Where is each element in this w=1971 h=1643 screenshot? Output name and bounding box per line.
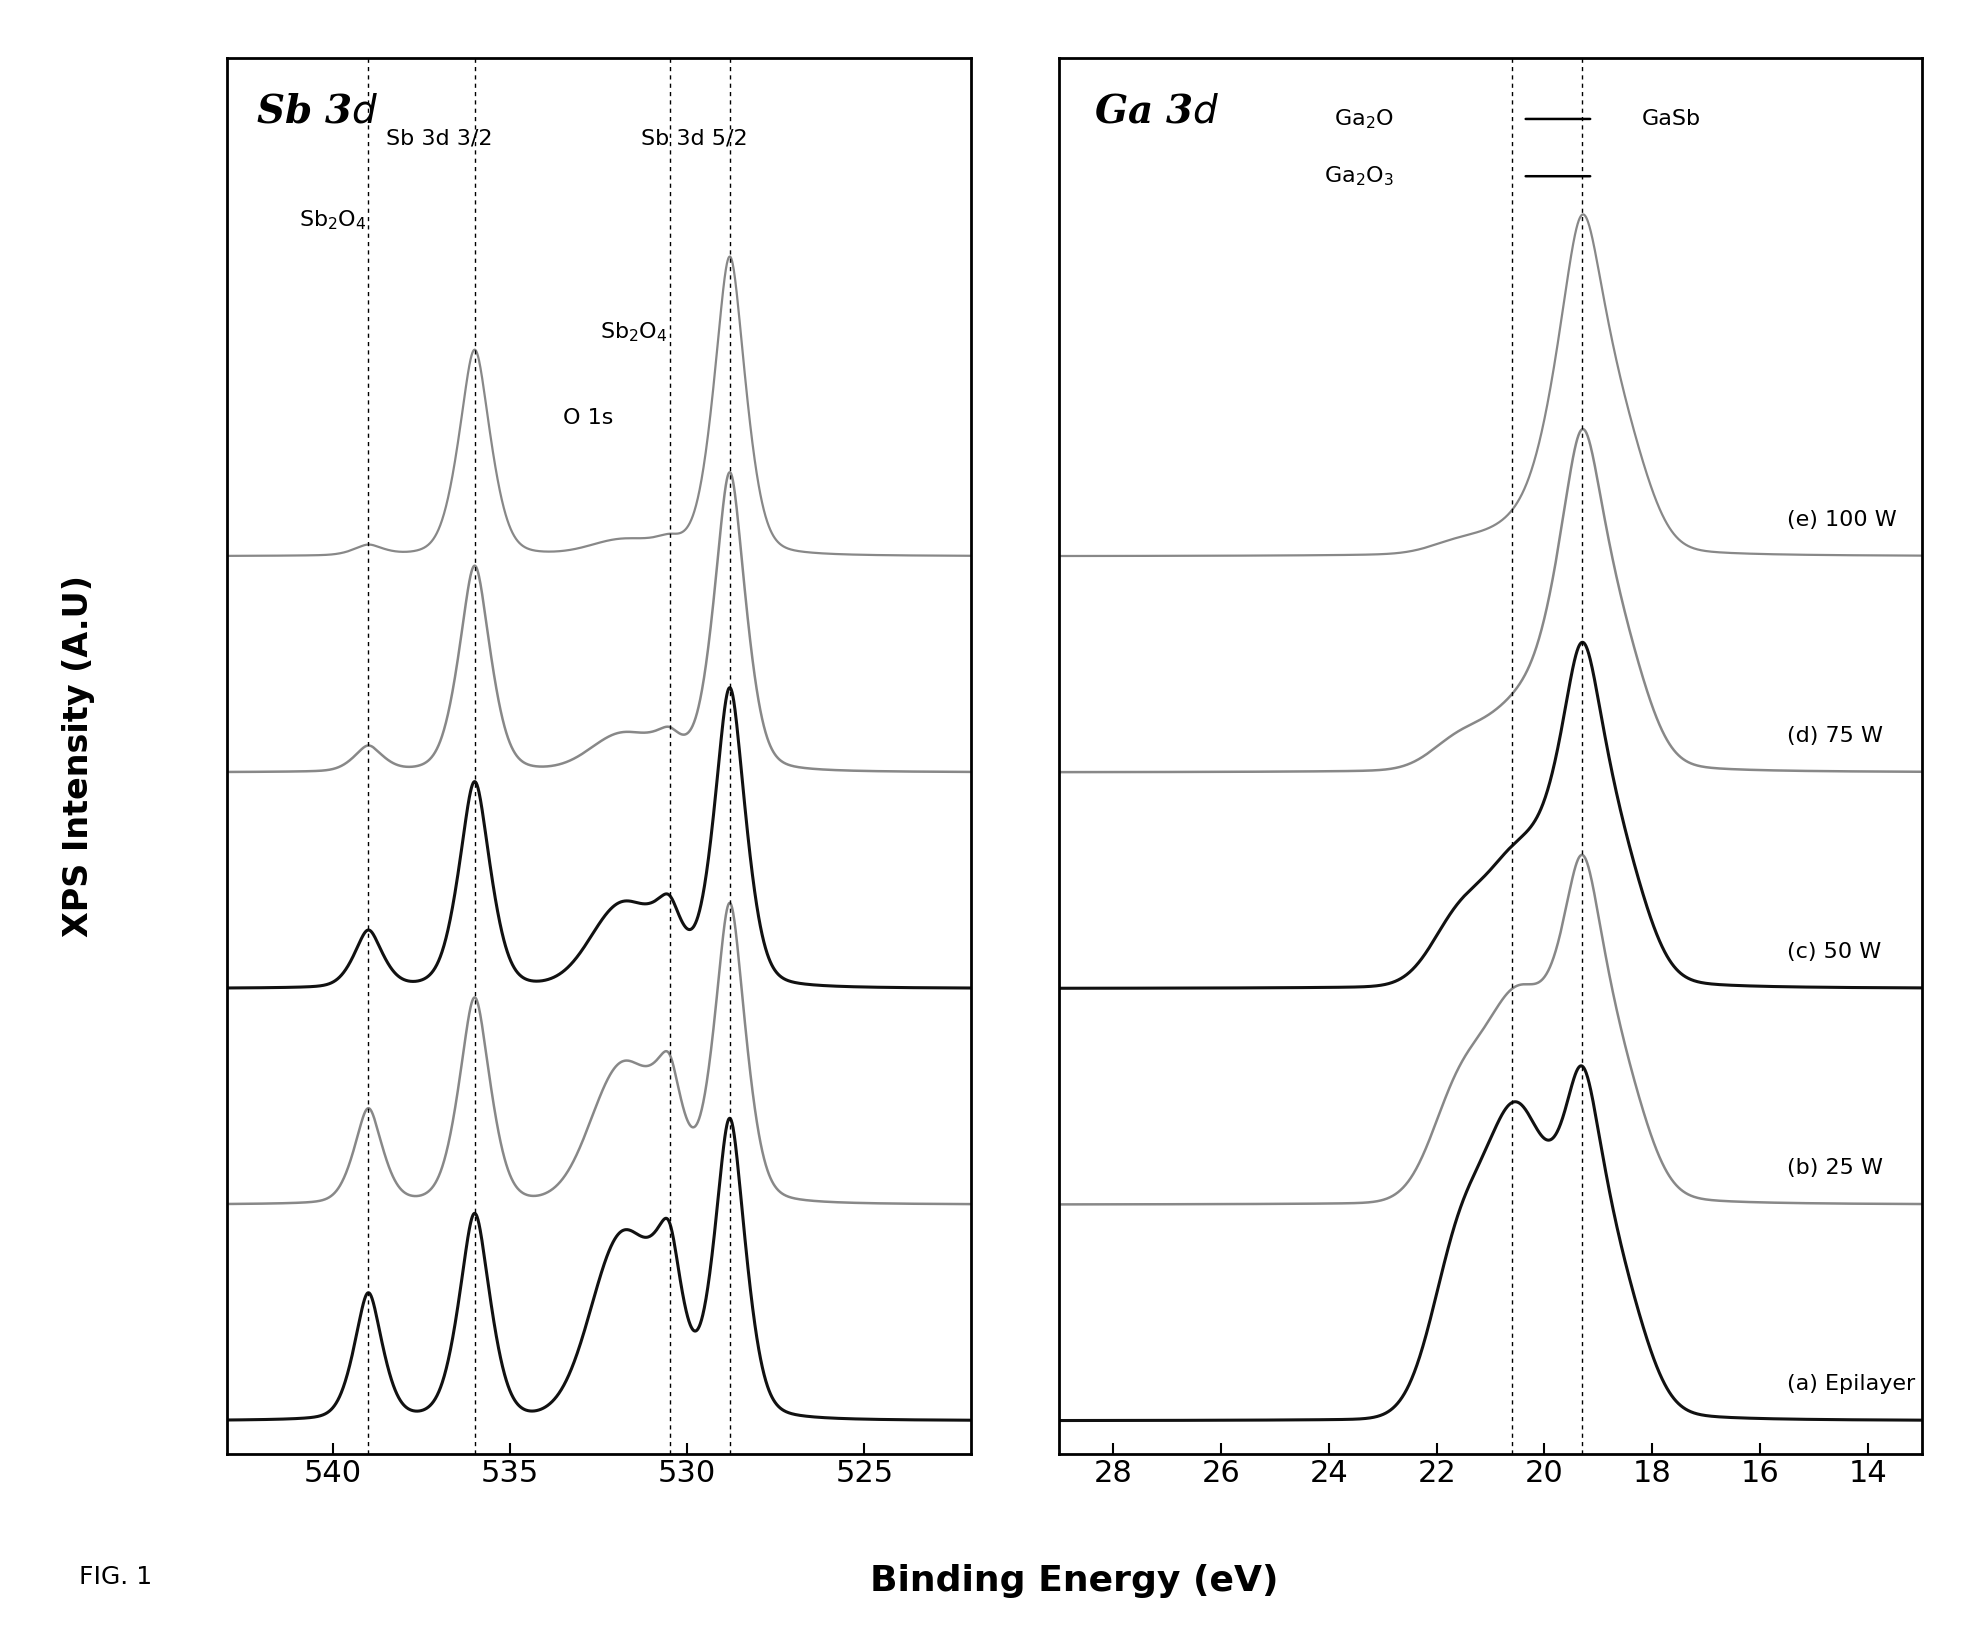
Text: (b) 25 W: (b) 25 W [1788,1158,1882,1178]
Text: Binding Energy (eV): Binding Energy (eV) [869,1564,1279,1597]
Text: O 1s: O 1s [564,407,613,427]
Text: Sb 3$d$: Sb 3$d$ [256,92,378,130]
Text: XPS Intensity (A.U): XPS Intensity (A.U) [63,575,95,937]
Text: (c) 50 W: (c) 50 W [1788,941,1880,961]
Text: FIG. 1: FIG. 1 [79,1566,152,1589]
Text: Sb$_2$O$_4$: Sb$_2$O$_4$ [300,209,367,232]
Text: Ga$_2$O: Ga$_2$O [1334,107,1393,131]
Text: Ga 3$d$: Ga 3$d$ [1094,92,1220,130]
Text: Sb$_2$O$_4$: Sb$_2$O$_4$ [601,320,668,343]
Text: (d) 75 W: (d) 75 W [1788,726,1882,746]
Text: Sb 3d 3/2: Sb 3d 3/2 [386,128,493,148]
Text: Sb 3d 5/2: Sb 3d 5/2 [641,128,747,148]
Text: Ga$_2$O$_3$: Ga$_2$O$_3$ [1325,164,1393,187]
Text: (e) 100 W: (e) 100 W [1788,509,1896,529]
Text: (a) Epilayer: (a) Epilayer [1788,1374,1916,1395]
Text: GaSb: GaSb [1642,108,1701,128]
